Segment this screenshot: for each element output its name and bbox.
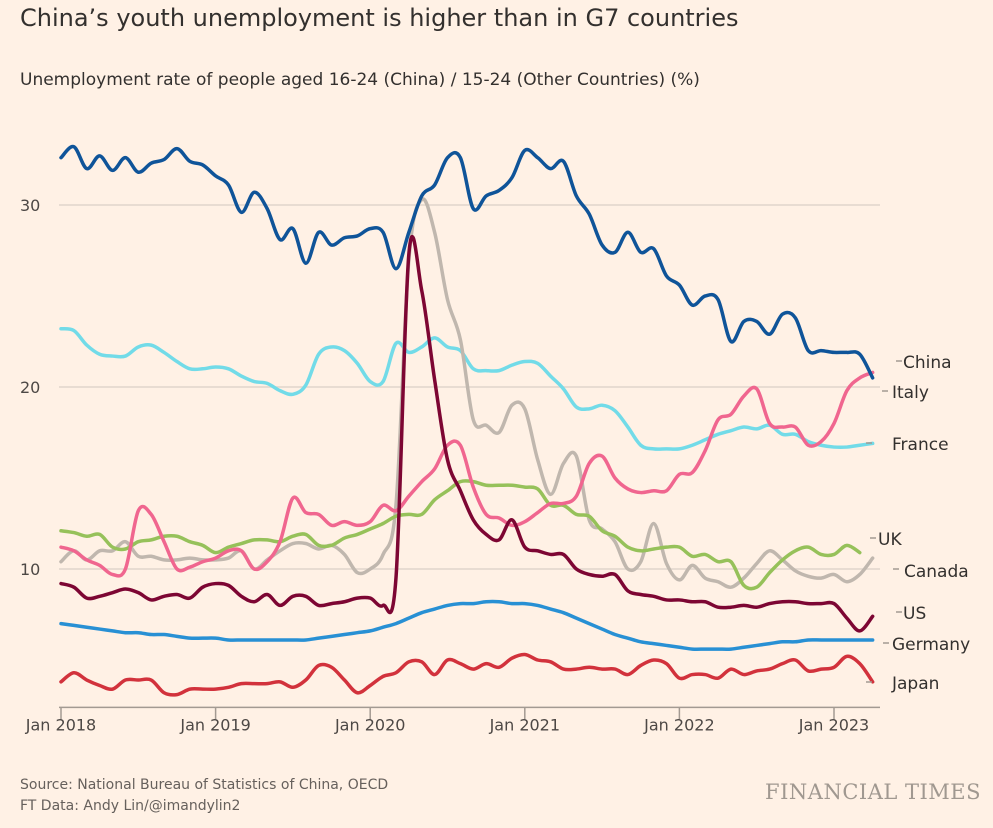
x-tick-label: Jan 2019 xyxy=(179,715,250,734)
x-tick-label: Jan 2020 xyxy=(334,715,405,734)
credit-text: FT Data: Andy Lin/@imandylin2 xyxy=(20,798,241,814)
series-label-us: US xyxy=(903,604,926,624)
y-tick-label: 10 xyxy=(20,560,40,579)
series-line-germany xyxy=(59,599,875,651)
ft-logo: FINANCIAL TIMES xyxy=(765,780,981,804)
x-tick-label: Jan 2022 xyxy=(643,715,714,734)
y-tick-label: 20 xyxy=(20,378,40,397)
series-line-uk xyxy=(59,479,862,591)
series-label-japan: Japan xyxy=(891,674,939,694)
series-line-japan xyxy=(59,652,875,697)
series-line-france xyxy=(59,326,875,451)
series-line-us xyxy=(59,234,875,633)
series-label-italy: Italy xyxy=(892,383,929,403)
series-line-canada xyxy=(59,197,875,589)
x-tick-label: Jan 2018 xyxy=(25,715,96,734)
x-tick-label: Jan 2023 xyxy=(798,715,869,734)
chart-title: China’s youth unemployment is higher tha… xyxy=(20,4,739,32)
y-tick-label: 30 xyxy=(20,196,40,215)
series-label-france: France xyxy=(892,435,949,455)
x-tick-label: Jan 2021 xyxy=(489,715,560,734)
series-label-canada: Canada xyxy=(904,562,969,582)
series-label-germany: Germany xyxy=(892,635,970,655)
series-line-china xyxy=(59,144,875,380)
source-note: Source: National Bureau of Statistics of… xyxy=(20,775,388,817)
series-label-china: China xyxy=(903,353,952,373)
series-line-italy xyxy=(59,370,875,578)
source-text: Source: National Bureau of Statistics of… xyxy=(20,777,389,793)
series-label-uk: UK xyxy=(878,530,902,550)
chart-subtitle: Unemployment rate of people aged 16-24 (… xyxy=(20,70,700,90)
